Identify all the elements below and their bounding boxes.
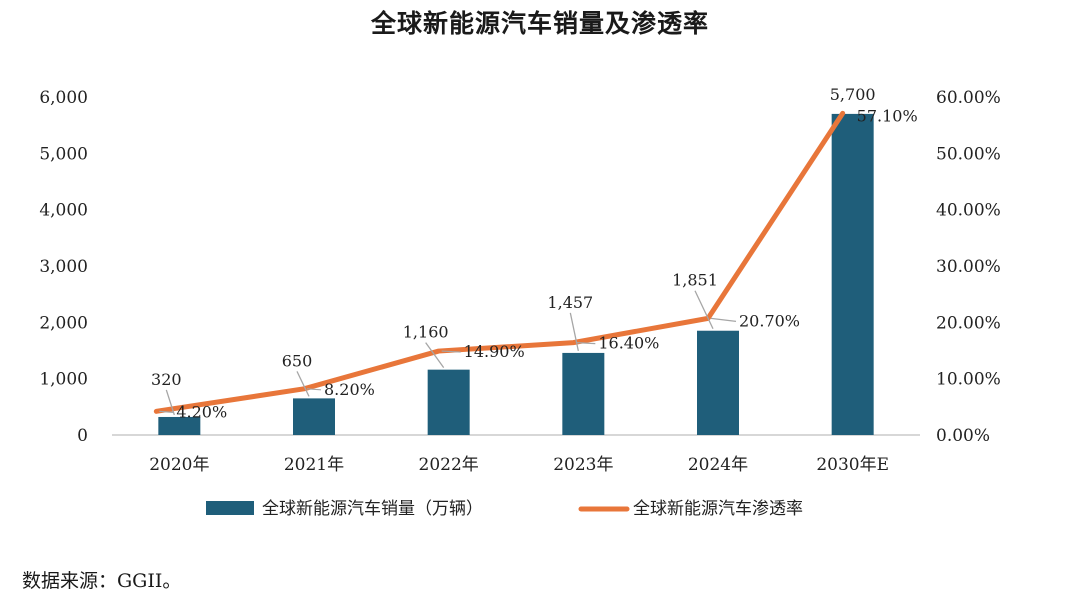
bar-label-leader-line [569,312,579,352]
left-axis-tick-label: 0 [77,426,88,446]
chart-title: 全球新能源汽车销量及渗透率 [370,9,709,38]
line-value-label: 14.90% [464,342,525,361]
line-value-label: 20.70% [739,311,800,330]
bar [562,352,605,435]
bar-label-leader-line [296,371,310,397]
left-axis-tick-label: 1,000 [39,370,88,390]
x-axis-tick-label: 2023年 [553,455,613,475]
x-axis-tick-label: 2022年 [419,455,479,475]
line-value-label: 4.20% [176,402,227,421]
bar-value-label: 5,700 [830,85,876,104]
legend-bar-label: 全球新能源汽车销量（万辆） [262,499,483,519]
bar [831,113,874,436]
x-axis-tick-label: 2024年 [688,455,748,475]
left-axis-tick-label: 6,000 [39,88,88,108]
line-label-leader-line [441,350,461,353]
left-axis-tick-label: 5,000 [39,144,88,164]
right-axis-tick-label: 50.00% [936,144,1001,164]
bar [293,398,335,435]
left-axis-tick-label: 4,000 [39,201,88,221]
line-label-leader-line [576,342,596,345]
legend-bar-swatch [206,501,254,515]
right-axis-tick-label: 10.00% [936,370,1001,390]
line-label-leader-line [159,410,174,413]
bar-label-leader-line [165,389,175,416]
bar-value-label: 650 [282,351,313,370]
source-note: 数据来源：GGII。 [22,570,182,592]
right-axis-tick-label: 20.00% [936,313,1001,333]
bar-label-leader-line [694,290,714,330]
x-axis-tick-label: 2030年E [816,455,889,475]
bar [427,369,470,435]
line-label-leader-line [710,317,737,322]
bar-value-label: 320 [151,370,182,389]
right-axis-tick-label: 0.00% [936,426,990,446]
left-axis-tick-label: 2,000 [39,313,88,333]
left-axis-tick-label: 3,000 [39,257,88,277]
bar-value-label: 1,457 [547,293,593,312]
bar [697,330,739,435]
bar-value-label: 1,160 [403,323,449,342]
bar [158,416,201,435]
line-value-label: 57.10% [857,106,918,125]
right-axis-tick-label: 30.00% [936,257,1001,277]
right-axis-tick-label: 60.00% [936,88,1001,108]
right-axis-tick-label: 40.00% [936,201,1001,221]
legend-line-label: 全球新能源汽车渗透率 [633,499,803,519]
bar-value-label: 1,851 [672,271,718,290]
bar-label-leader-line [425,342,445,369]
line-label-leader-line [306,388,322,391]
x-axis-tick-label: 2020年 [149,455,209,475]
x-axis-tick-label: 2021年 [284,455,344,475]
line-value-label: 16.40% [598,334,659,353]
penetration-line [153,110,846,414]
line-value-label: 8.20% [324,380,375,399]
